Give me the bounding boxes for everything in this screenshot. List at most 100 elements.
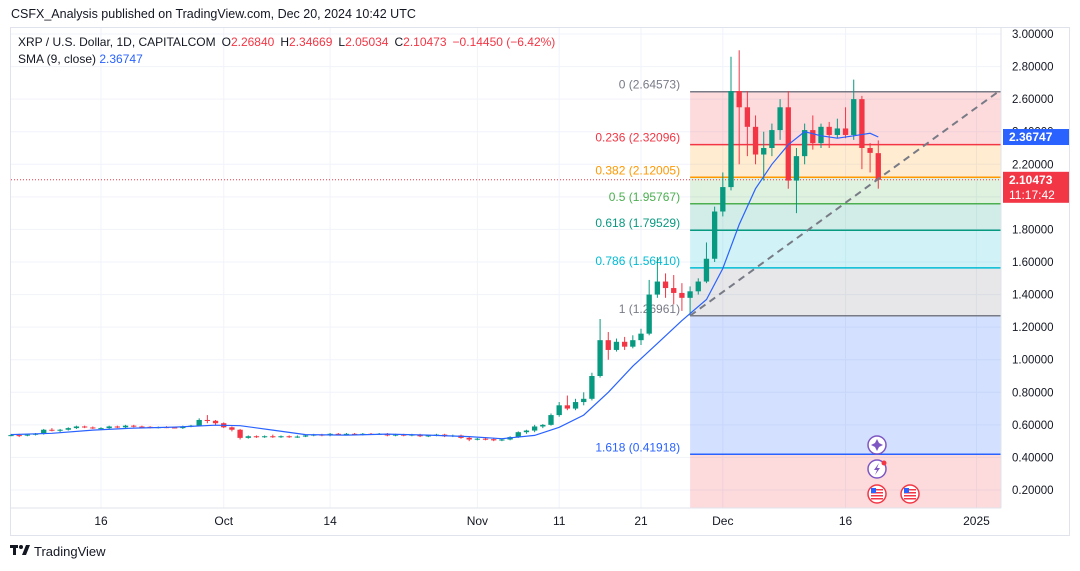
fib-zone bbox=[690, 230, 1001, 268]
candle-body bbox=[392, 434, 399, 436]
us-flag-icon-ring bbox=[867, 484, 887, 504]
candle-body bbox=[335, 433, 341, 435]
tradingview-logo-icon bbox=[10, 544, 30, 559]
sparkle-icon[interactable] bbox=[867, 435, 887, 455]
candle-body bbox=[474, 438, 481, 440]
candle-body bbox=[785, 107, 791, 181]
us-flag-icon-canton bbox=[904, 488, 909, 493]
candle-body bbox=[646, 294, 652, 334]
price-change: −0.14450 (−6.42%) bbox=[452, 35, 556, 49]
candle-body bbox=[65, 428, 71, 430]
us-flag-icon-stripe bbox=[904, 489, 916, 491]
us-flag-icon[interactable] bbox=[867, 484, 887, 504]
time-tick-label: 11 bbox=[553, 514, 566, 528]
time-tick-label: 16 bbox=[839, 514, 853, 528]
candle-body bbox=[114, 426, 121, 428]
candle-body bbox=[851, 99, 857, 135]
candle-body bbox=[654, 281, 661, 295]
candle-body bbox=[343, 433, 350, 435]
ohlc-high: H2.34669 bbox=[280, 35, 333, 49]
candle-body bbox=[769, 130, 775, 148]
candle-body bbox=[16, 435, 22, 437]
candle-body bbox=[859, 99, 865, 148]
candle-body bbox=[294, 436, 301, 438]
lightning-icon[interactable] bbox=[867, 459, 887, 479]
candle-body bbox=[278, 436, 284, 438]
candle-body bbox=[245, 436, 251, 438]
fib-level-label: 0.618 (1.79529) bbox=[595, 216, 680, 230]
fib-level-label: 0.786 (1.56410) bbox=[595, 254, 680, 268]
candle-body bbox=[556, 405, 562, 416]
candle-body bbox=[597, 340, 603, 376]
candle-body bbox=[523, 430, 530, 433]
legend: XRP / U.S. Dollar, 1D, CAPITALCOM O2.2684… bbox=[18, 34, 561, 68]
candle-body bbox=[818, 126, 824, 144]
price-tick-label: 1.00000 bbox=[1012, 355, 1054, 367]
candle-body bbox=[581, 398, 587, 403]
price-tick-label: 3.00000 bbox=[1012, 29, 1054, 41]
us-flag-icon-stripe bbox=[871, 498, 883, 500]
fib-level-label: 0.236 (2.32096) bbox=[595, 131, 680, 145]
candle-body bbox=[466, 437, 472, 440]
time-tick-label: 21 bbox=[634, 514, 648, 528]
candle-body bbox=[106, 426, 112, 429]
price-tick-label: 1.20000 bbox=[1012, 322, 1054, 334]
candle-body bbox=[499, 439, 505, 441]
legend-sma-row: SMA (9, close) 2.36747 bbox=[18, 51, 561, 68]
fib-level-label: 0 (2.64573) bbox=[619, 78, 680, 92]
us-flag-icon-stripe bbox=[904, 498, 916, 500]
candle-body bbox=[728, 91, 734, 188]
tradingview-footer: TradingView bbox=[10, 544, 106, 559]
bar-countdown-label: 11:17:42 bbox=[1009, 188, 1055, 202]
candle-body bbox=[425, 435, 431, 437]
dashed-trend-line[interactable] bbox=[689, 91, 998, 317]
price-axis: 3.000002.800002.600002.400002.200002.000… bbox=[1000, 28, 1069, 508]
sma-axis-label: 2.36747 bbox=[1009, 130, 1053, 144]
legend-symbol-row: XRP / U.S. Dollar, 1D, CAPITALCOM O2.2684… bbox=[18, 34, 561, 51]
candle-body bbox=[548, 415, 554, 425]
candle-body bbox=[679, 292, 685, 298]
price-tick-label: 0.40000 bbox=[1012, 452, 1054, 464]
candle-body bbox=[57, 429, 63, 431]
candle-body bbox=[711, 211, 718, 259]
fib-zone bbox=[690, 315, 1001, 455]
fib-level-label: 0.5 (1.95767) bbox=[609, 190, 680, 204]
candle-body bbox=[122, 425, 129, 428]
candle-body bbox=[671, 288, 677, 293]
us-flag-icon-canton bbox=[871, 488, 876, 493]
ohlc-close: C2.10473 bbox=[394, 35, 447, 49]
candle-body bbox=[261, 436, 268, 438]
price-tick-label: 0.20000 bbox=[1012, 485, 1054, 497]
candle-body bbox=[834, 128, 841, 135]
candle-body bbox=[695, 281, 701, 292]
event-markers bbox=[867, 435, 920, 504]
candle-body bbox=[793, 156, 800, 181]
candle-body bbox=[736, 91, 742, 108]
candle-body bbox=[613, 341, 620, 350]
us-flag-icon-stripe bbox=[871, 495, 883, 497]
price-tick-label: 0.80000 bbox=[1012, 387, 1054, 399]
candle-body bbox=[8, 435, 14, 437]
candle-body bbox=[196, 419, 202, 426]
candle-body bbox=[253, 436, 260, 438]
us-flag-icon[interactable] bbox=[900, 484, 920, 504]
candle-body bbox=[98, 428, 104, 430]
us-flag-icon-stripe bbox=[904, 492, 916, 494]
fib-zone bbox=[690, 203, 1001, 231]
time-tick-label: Nov bbox=[467, 514, 488, 528]
candle-body bbox=[589, 376, 595, 399]
sma-label: SMA (9, close) bbox=[18, 52, 97, 66]
candle-body bbox=[875, 153, 881, 180]
price-tick-label: 2.20000 bbox=[1012, 159, 1054, 171]
price-axis-label: 2.10473 bbox=[1009, 173, 1053, 187]
fib-level-label: 0.382 (2.12005) bbox=[595, 163, 680, 177]
lightning-icon-dot bbox=[881, 460, 887, 466]
sparkle-icon-star bbox=[871, 439, 883, 451]
time-tick-label: 14 bbox=[323, 514, 337, 528]
candle-body bbox=[605, 340, 611, 350]
candle-body bbox=[703, 258, 710, 282]
candle-body bbox=[515, 432, 521, 438]
price-tick-label: 1.80000 bbox=[1012, 224, 1054, 236]
candle-body bbox=[801, 130, 808, 157]
